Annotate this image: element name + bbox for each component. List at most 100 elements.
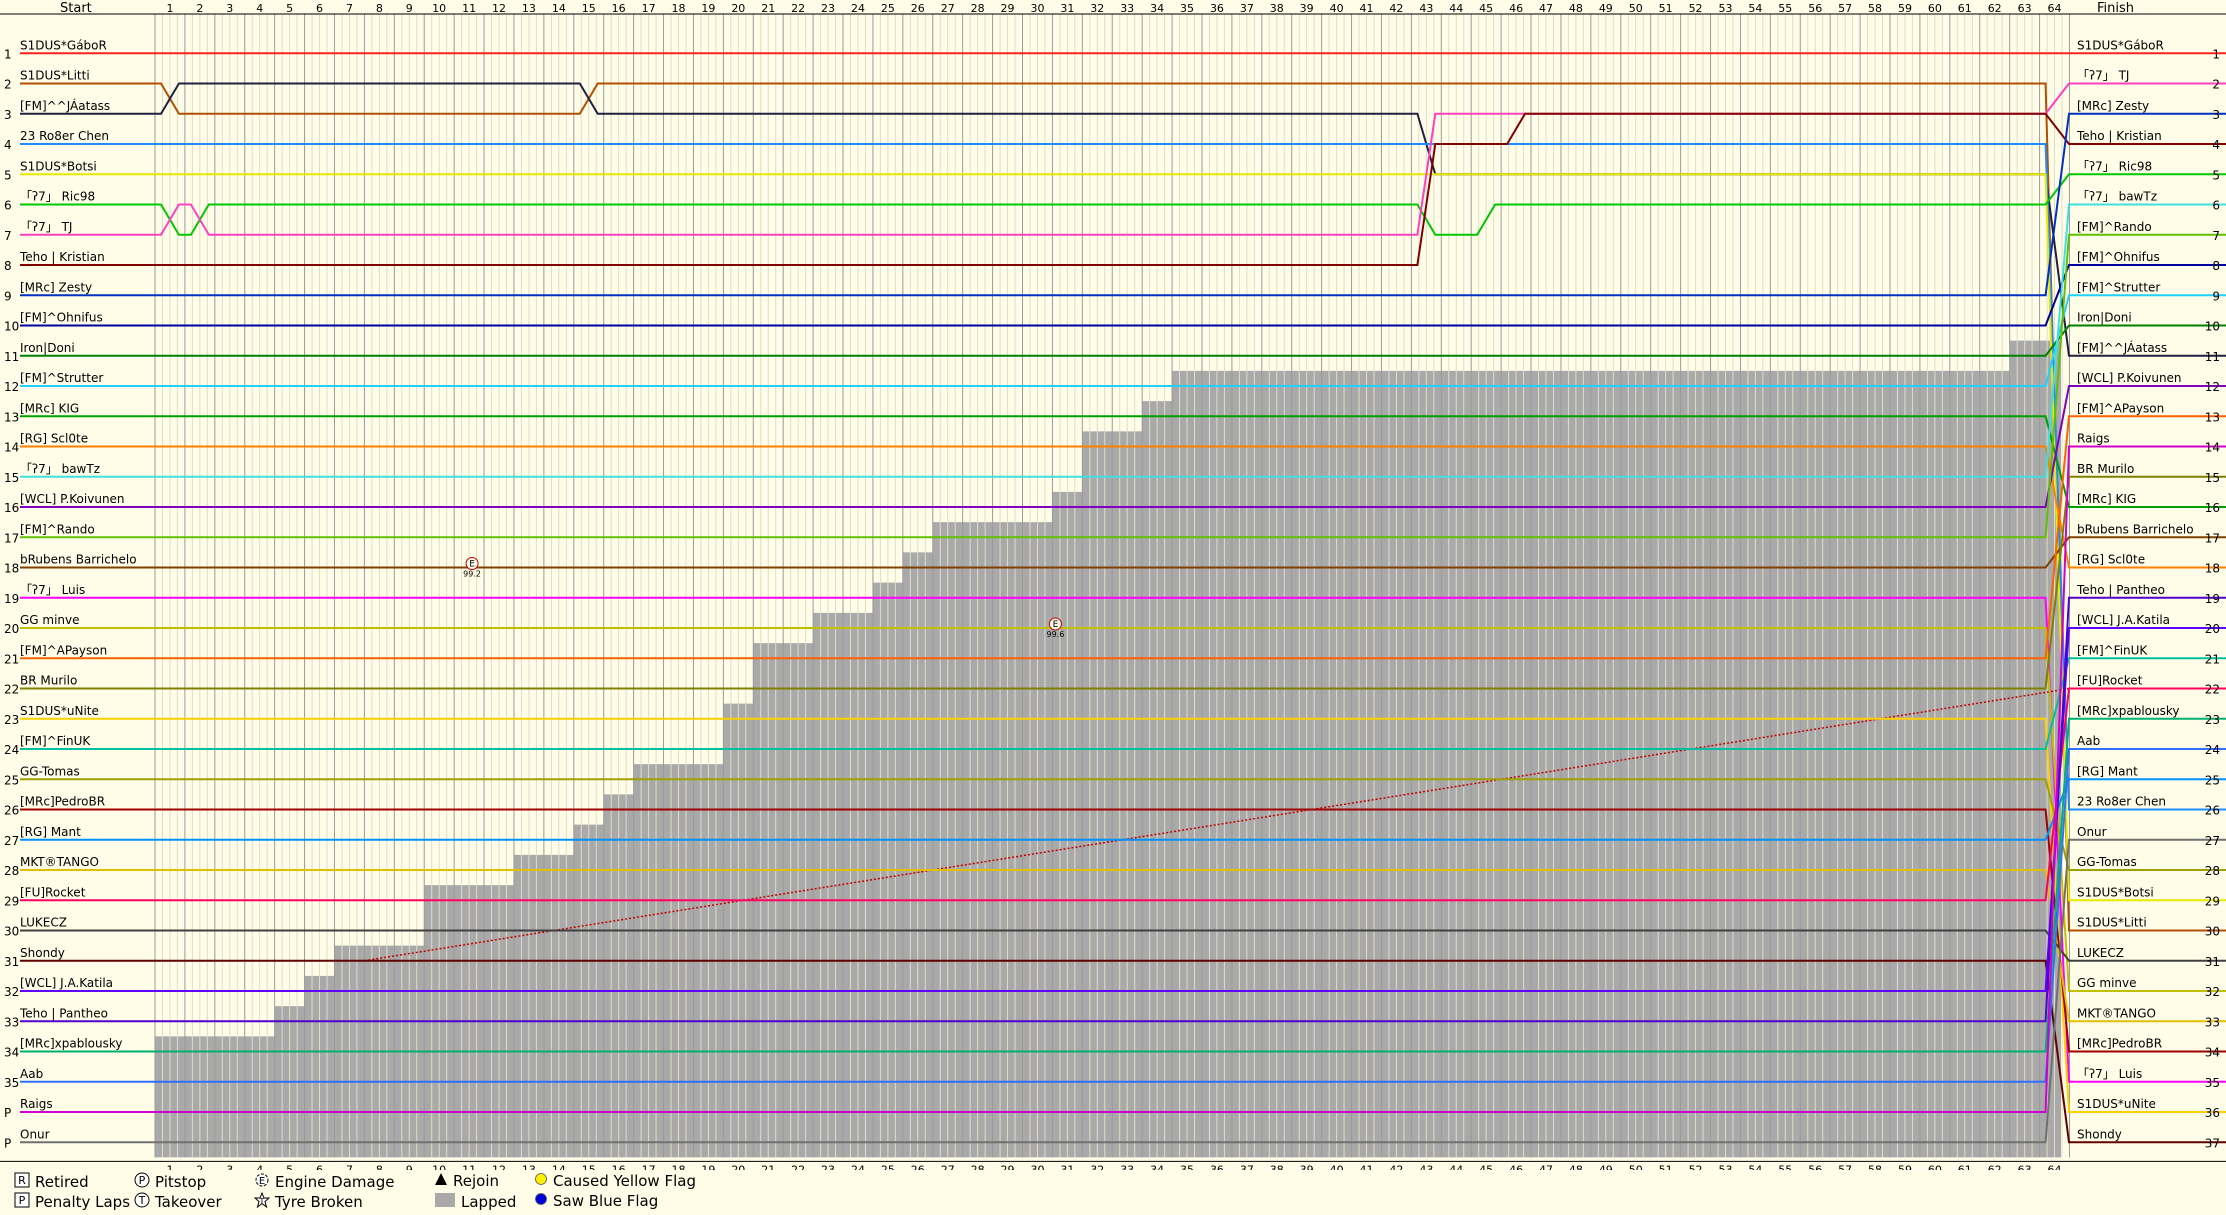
right-position-label: 27 (2205, 834, 2220, 848)
lap-tick-label-top: 33 (1120, 2, 1134, 15)
left-position-label: 22 (4, 683, 19, 697)
series-line (20, 445, 2226, 569)
finish-driver-label: [MRc] KIG (2077, 492, 2136, 506)
lap-tick-label-top: 60 (1928, 2, 1942, 15)
start-label: Start (60, 1, 92, 16)
lap-tick-label-top: 53 (1718, 2, 1732, 15)
lap-tick-label-top: 64 (2048, 2, 2062, 15)
left-position-label: 19 (4, 592, 19, 606)
finish-driver-label: LUKECZ (2077, 946, 2124, 960)
right-position-label: 33 (2205, 1015, 2220, 1029)
finish-driver-label: 「ʔ7」 TJ (2077, 69, 2129, 83)
right-position-label: 36 (2205, 1106, 2220, 1120)
start-driver-label: 「ʔ7」 bawTz (20, 462, 100, 476)
finish-driver-label: 23 Ro8er Chen (2077, 795, 2166, 809)
legend-item: Lapped (434, 1192, 516, 1212)
lap-tick-label-top: 23 (821, 2, 835, 15)
engine-damage-symbol: E (1053, 620, 1059, 630)
lap-tick-label-top: 19 (701, 2, 715, 15)
lap-tick-label-bottom: 32 (1090, 1163, 1104, 1170)
legend-icon (434, 1192, 456, 1212)
legend-icon: E (254, 1172, 270, 1192)
lap-tick-label-top: 31 (1060, 2, 1074, 15)
left-position-label: 32 (4, 985, 19, 999)
lap-tick-label-top: 62 (1988, 2, 2002, 15)
lap-tick-label-bottom: 21 (761, 1163, 775, 1170)
series-line (20, 82, 2226, 932)
right-position-label: 3 (2212, 108, 2220, 122)
start-driver-label: [FM]^Strutter (20, 371, 103, 385)
svg-text:T: T (259, 1197, 265, 1206)
left-position-label: 15 (4, 471, 19, 485)
series-line (20, 778, 2226, 871)
lap-tick-label-top: 3 (226, 2, 233, 15)
engine-damage-value: 99.6 (1047, 630, 1065, 639)
right-position-label: 12 (2205, 380, 2220, 394)
series-line (20, 415, 2226, 508)
left-position-label: 17 (4, 531, 19, 545)
finish-driver-label: Shondy (2077, 1127, 2122, 1141)
lap-tick-label-bottom: 13 (522, 1163, 536, 1170)
legend-item: Saw Blue Flag (534, 1192, 658, 1210)
series-line (20, 778, 2226, 841)
finish-driver-label: Raigs (2077, 432, 2110, 446)
series-line (20, 838, 2226, 1144)
start-driver-label: Iron|Doni (20, 341, 75, 355)
left-position-label: 10 (4, 320, 19, 334)
lap-tick-label-top: 18 (671, 2, 685, 15)
left-position-label: P (4, 1136, 11, 1150)
finish-driver-label: [FM]^Rando (2077, 220, 2152, 234)
legend-label: Saw Blue Flag (553, 1192, 659, 1210)
finish-driver-label: Teho | Kristian (2076, 129, 2162, 143)
finish-driver-label: 「ʔ7」 bawTz (2077, 190, 2157, 204)
series-line (20, 143, 2226, 811)
series-line (20, 173, 2226, 236)
finish-driver-label: [FM]^^JÁatass (2077, 340, 2167, 355)
svg-text:P: P (19, 1194, 26, 1207)
lap-tick-label-top: 29 (1001, 2, 1015, 15)
start-driver-label: [FM]^APayson (20, 643, 107, 657)
start-driver-label: S1DUS*GáboR (20, 38, 107, 52)
legend-item: Caused Yellow Flag (534, 1172, 696, 1190)
finish-driver-label: [WCL] J.A.Katila (2077, 613, 2170, 627)
lap-tick-label-top: 51 (1659, 2, 1673, 15)
lap-tick-label-bottom: 36 (1210, 1163, 1224, 1170)
series-line (20, 959, 2226, 1144)
axis-labels: 1122334455667788991010111112121313141415… (4, 2, 2220, 1170)
lap-tick-label-top: 13 (522, 2, 536, 15)
start-driver-label: GG minve (20, 613, 80, 627)
series-line (20, 717, 2226, 1113)
finish-driver-label: [FU]Rocket (2077, 674, 2143, 688)
series-line (20, 596, 2226, 1083)
start-driver-label: 「ʔ7」 Ric98 (20, 190, 95, 204)
right-position-label: 29 (2205, 894, 2220, 908)
lap-tick-label-bottom: 20 (731, 1163, 745, 1170)
legend-icon: P (134, 1172, 150, 1192)
left-position-label: 21 (4, 652, 19, 666)
lap-tick-label-top: 41 (1360, 2, 1374, 15)
finish-driver-label: [MRc]PedroBR (2077, 1037, 2162, 1051)
finish-driver-label: GG minve (2077, 976, 2137, 990)
lap-tick-label-top: 28 (971, 2, 985, 15)
lap-tick-label-bottom: 24 (851, 1163, 865, 1170)
legend-item: P Penalty Laps (14, 1192, 130, 1212)
lap-tick-label-top: 11 (462, 2, 476, 15)
lap-tick-label-bottom: 23 (821, 1163, 835, 1170)
lap-tick-label-top: 45 (1479, 2, 1493, 15)
left-position-label: 26 (4, 804, 19, 818)
lap-tick-label-bottom: 14 (552, 1163, 566, 1170)
lap-tick-label-bottom: 59 (1898, 1163, 1912, 1170)
lap-tick-label-bottom: 3 (226, 1163, 233, 1170)
lap-tick-label-bottom: 58 (1868, 1163, 1882, 1170)
start-driver-label: [MRc]PedroBR (20, 795, 105, 809)
legend-icon: P (14, 1192, 30, 1212)
lap-tick-label-bottom: 19 (701, 1163, 715, 1170)
finish-driver-label: bRubens Barrichelo (2077, 522, 2194, 536)
legend-item: T Tyre Broken (253, 1191, 363, 1212)
lap-tick-label-bottom: 31 (1060, 1163, 1074, 1170)
svg-text:R: R (18, 1174, 26, 1187)
right-position-label: 17 (2205, 531, 2220, 545)
lap-tick-label-bottom: 4 (256, 1163, 263, 1170)
finish-driver-label: [FM]^Strutter (2077, 280, 2160, 294)
right-position-label: 7 (2212, 229, 2220, 243)
